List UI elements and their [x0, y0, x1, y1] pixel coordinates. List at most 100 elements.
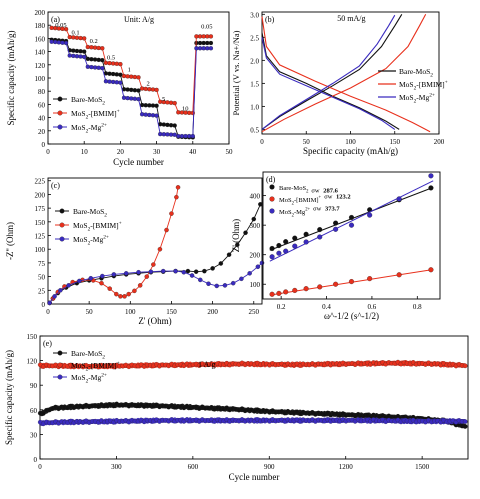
data-point	[85, 56, 90, 62]
chart-b-charge-discharge: 0 50 100 150 200 0.5 1.0 1.5 2.0 2.5 3.0 (b) Specifi…	[231, 11, 448, 156]
x-tick-label: 900	[264, 463, 275, 471]
data-point	[154, 103, 159, 108]
data-point	[206, 281, 211, 286]
data-point	[148, 269, 154, 274]
y-tick-label: 2.0	[250, 57, 259, 65]
data-point	[78, 49, 83, 54]
data-point	[333, 220, 339, 226]
data-point	[317, 234, 323, 240]
x-tick-label: 50	[303, 138, 311, 146]
data-point	[168, 123, 174, 128]
data-point	[136, 269, 141, 275]
data-point	[71, 48, 76, 53]
data-point	[143, 103, 148, 108]
data-point	[201, 40, 206, 46]
data-point	[125, 95, 130, 101]
y-tick-label: 0.5	[250, 126, 259, 134]
y-tick-label: 1.0	[250, 103, 259, 111]
y-tick-label: 400	[250, 193, 261, 201]
data-point	[57, 374, 63, 380]
y-tick-label: 120	[27, 358, 38, 366]
x-tick-label: 0.6	[368, 303, 377, 311]
data-point	[139, 102, 145, 108]
panel-label: (b)	[265, 15, 275, 24]
x-tick-label: 600	[188, 463, 199, 471]
data-point	[126, 291, 131, 297]
data-point	[118, 294, 123, 299]
data-point	[96, 65, 101, 70]
data-point	[92, 57, 98, 62]
data-point	[52, 294, 57, 299]
data-point	[201, 46, 206, 51]
y-tick-label: 200	[35, 191, 46, 199]
data-point	[58, 288, 63, 293]
x-tick-label: 0.8	[413, 303, 422, 311]
data-point	[118, 61, 123, 67]
legend-label: MoS2-[BMIM]+	[73, 221, 122, 233]
x-tick-label: 250	[249, 308, 260, 316]
data-point	[202, 268, 207, 274]
data-point	[53, 39, 58, 45]
data-point	[121, 95, 127, 100]
data-point	[208, 34, 214, 39]
data-point	[89, 45, 94, 50]
data-point	[123, 271, 129, 276]
y-tick-label: 160	[35, 35, 46, 43]
data-point	[150, 113, 156, 118]
data-point	[175, 185, 181, 190]
data-point	[176, 133, 181, 139]
y-axis-label: Specific capacity (mAh/g)	[6, 31, 16, 126]
legend-label: MoS2-Mg2+ σw 373.7	[279, 206, 340, 219]
x-axis-label: Cycle number	[229, 472, 280, 482]
data-point	[78, 54, 83, 59]
x-axis-label: Specific capacity (mAh/g)	[303, 146, 398, 156]
data-point	[132, 74, 138, 80]
x-axis-label: ω^-1/2 (s^-1/2)	[324, 311, 379, 321]
data-point	[66, 283, 71, 288]
data-point	[139, 112, 145, 117]
data-point	[172, 123, 177, 128]
data-point	[150, 87, 156, 92]
data-point	[100, 58, 105, 63]
annotation-label: 5	[162, 96, 165, 103]
annotation-label: 0.05	[55, 22, 66, 29]
data-point	[185, 268, 191, 274]
data-point	[255, 264, 261, 269]
data-point	[111, 61, 116, 66]
y-tick-label: 125	[35, 233, 46, 241]
data-point	[136, 96, 141, 102]
data-point	[136, 75, 141, 80]
data-point	[269, 208, 275, 214]
data-point	[269, 254, 275, 260]
y-tick-label: 100	[35, 246, 46, 254]
data-point	[428, 185, 434, 191]
data-point	[107, 61, 112, 66]
data-point	[165, 122, 170, 128]
legend-label: MoS2-[BMIM]+	[71, 109, 120, 121]
y-tick-label: 50	[38, 274, 46, 282]
data-point	[243, 230, 248, 236]
data-point	[132, 96, 138, 101]
y-tick-label: 1.5	[250, 80, 259, 88]
y-tick-label: 90	[30, 382, 38, 390]
y-axis-label: Z' (Ohm)	[231, 219, 241, 252]
data-point	[67, 53, 72, 58]
data-point	[121, 73, 127, 79]
data-point	[396, 196, 402, 202]
charge-curve	[261, 14, 403, 130]
y-tick-label: 3.0	[250, 11, 259, 19]
data-point	[57, 350, 63, 356]
legend-label: Bare-MoS2	[399, 67, 433, 79]
data-point	[179, 133, 185, 139]
data-point	[132, 88, 138, 93]
panel-label: (d)	[266, 175, 276, 184]
panel-label: (c)	[51, 181, 60, 190]
data-point	[59, 222, 65, 228]
y-tick-label: 175	[35, 205, 46, 213]
legend-label: MoS2-Mg2+	[73, 235, 109, 247]
data-point	[151, 262, 156, 267]
legend-label: MoS2-[BMIM]+ σw 123.2	[279, 194, 351, 207]
data-point	[218, 261, 224, 266]
data-point	[462, 363, 468, 369]
